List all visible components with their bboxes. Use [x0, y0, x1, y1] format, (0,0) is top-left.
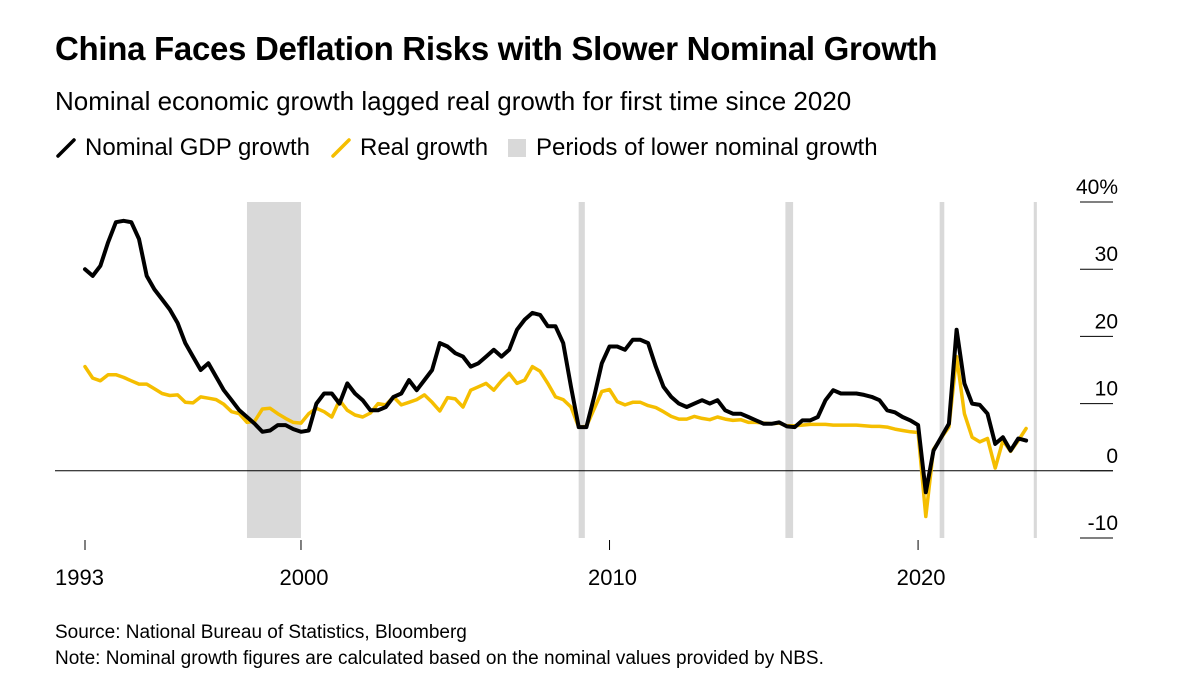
legend-label-nominal: Nominal GDP growth — [85, 134, 310, 161]
y-tick-label-5: 40% — [1076, 176, 1118, 199]
x-tick-label-0: 1993 — [55, 565, 104, 590]
shaded-period-2 — [578, 202, 585, 538]
legend-label-shaded: Periods of lower nominal growth — [536, 134, 878, 161]
legend: Nominal GDP growth Real growth Periods o… — [55, 133, 898, 163]
shaded-period-1 — [293, 202, 301, 538]
x-tick-label-1: 2000 — [280, 565, 329, 590]
shaded-period-0 — [246, 202, 298, 538]
legend-item-shaded: Periods of lower nominal growth — [508, 134, 878, 162]
legend-item-nominal: Nominal GDP growth — [55, 134, 310, 162]
y-tick-label-3: 20 — [1095, 310, 1118, 333]
legend-line-nominal-icon — [56, 138, 76, 158]
series-line-real — [83, 354, 1028, 519]
x-tick-label-3: 2020 — [897, 565, 946, 590]
legend-shade-swatch — [508, 139, 527, 157]
legend-item-real: Real growth — [330, 134, 488, 162]
footnote: Note: Nominal growth figures are calcula… — [55, 648, 824, 669]
y-tick-label-0: -10 — [1088, 512, 1118, 535]
shaded-period-4 — [939, 202, 945, 538]
chart-subtitle: Nominal economic growth lagged real grow… — [55, 86, 852, 116]
y-tick-label-1: 0 — [1106, 445, 1118, 468]
shaded-period-3 — [785, 202, 794, 538]
x-tick-label-2: 2010 — [588, 565, 637, 590]
y-tick-label-2: 10 — [1095, 378, 1118, 401]
legend-line-real-icon — [331, 138, 351, 158]
chart-title: China Faces Deflation Risks with Slower … — [55, 30, 938, 67]
shaded-period-5 — [1033, 202, 1037, 538]
legend-label-real: Real growth — [359, 134, 489, 161]
y-tick-label-4: 30 — [1095, 243, 1118, 266]
series-line-nominal — [83, 218, 1029, 495]
source-note: Source: National Bureau of Statistics, B… — [55, 622, 467, 643]
